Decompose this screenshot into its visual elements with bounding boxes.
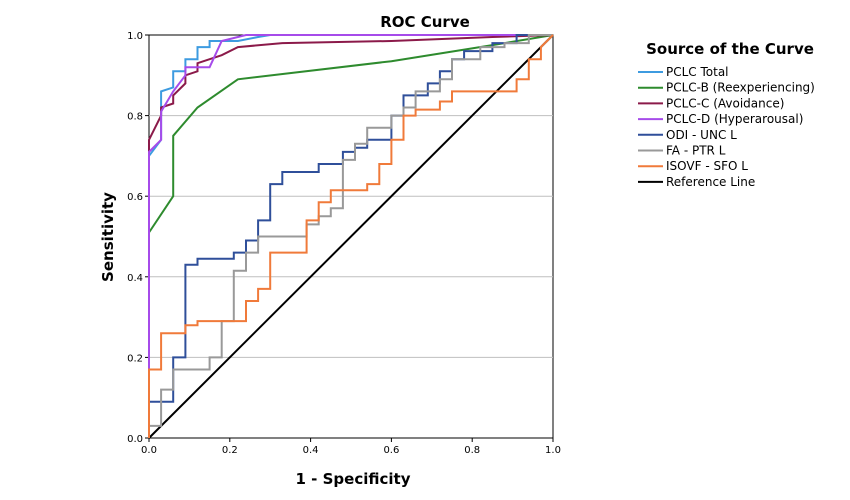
series-line-fa-ptr-l: [148, 34, 553, 438]
x-axis-label: 1 - Specificity: [296, 470, 411, 488]
legend-entry-isovf-sfo-l: ISOVF - SFO L: [666, 159, 748, 173]
series-line-isovf-sfo-l: [148, 34, 554, 438]
x-tick-label: 0.8: [464, 445, 480, 456]
legend-title: Source of the Curve: [646, 40, 814, 58]
y-axis-label: Sensitivity: [99, 192, 117, 282]
legend-entry-pclc-total: PCLC Total: [666, 65, 729, 79]
x-tick-label: 0.6: [383, 445, 399, 456]
y-tick-label: 0.6: [127, 192, 143, 203]
y-tick-label: 0.0: [127, 434, 143, 445]
x-tick-label: 0.0: [141, 445, 157, 456]
y-tick-label: 0.4: [127, 273, 143, 284]
legend-entry-pclc-b-reexperiencing: PCLC-B (Reexperiencing): [666, 81, 815, 95]
legend-entry-pclc-d-hyperarousal: PCLC-D (Hyperarousal): [666, 112, 803, 126]
y-tick-label: 0.2: [127, 353, 143, 364]
legend-entry-pclc-c-avoidance: PCLC-C (Avoidance): [666, 96, 784, 110]
series-line-pclc-b-reexperiencing: [148, 34, 554, 438]
plot-area: 0.0 0.2 0.4 0.6 0.8 1.0 0.0 0.2 0.4 0.6 0.8 1.0: [127, 31, 561, 456]
x-tick-label: 0.2: [222, 445, 238, 456]
y-tick-label: 0.8: [127, 112, 143, 123]
legend-entry-fa-ptr-l: FA - PTR L: [666, 144, 726, 158]
x-tick-label: 1.0: [545, 445, 561, 456]
y-tick-label: 1.0: [127, 31, 143, 42]
series-line-pclc-d-hyperarousal: [148, 34, 553, 438]
legend: PCLC Total PCLC-B (Reexperiencing)PCLC-C …: [638, 65, 815, 189]
legend-entry-odi-unc-l: ODI - UNC L: [666, 128, 737, 142]
chart-title: ROC Curve: [380, 13, 470, 31]
series-line-reference-line: [148, 34, 554, 439]
x-tick-label: 0.4: [303, 445, 319, 456]
legend-entry-reference-line: Reference Line: [666, 175, 755, 189]
